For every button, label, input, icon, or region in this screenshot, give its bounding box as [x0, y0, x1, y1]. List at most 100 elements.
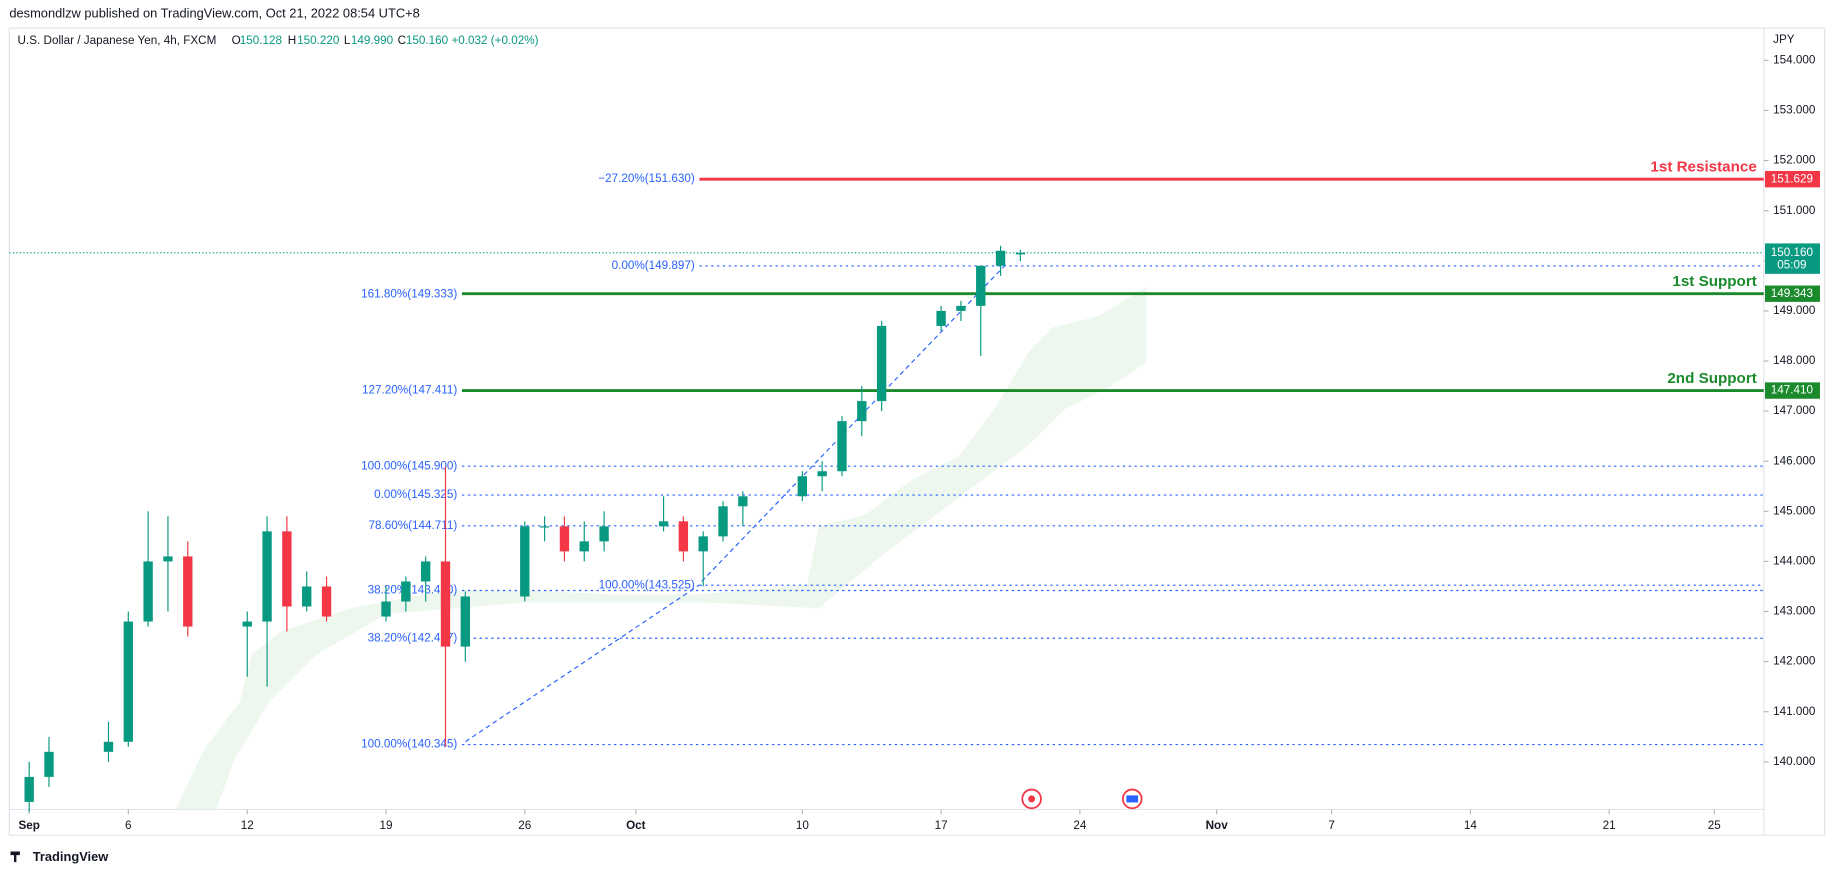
candle-body [123, 621, 133, 742]
candle-body [559, 526, 570, 552]
price-tag [1764, 285, 1820, 302]
brand: TradingView [33, 849, 110, 864]
candle-body [579, 541, 589, 552]
publisher: desmondlzw published on TradingView.com,… [9, 5, 419, 20]
current-price-tag [1764, 243, 1820, 274]
fib-label: 100.00%(143.525) [599, 578, 695, 591]
candle-body [936, 310, 946, 326]
low: 149.990 [351, 34, 394, 47]
fib-label: 78.60%(144.711) [369, 519, 458, 532]
y-tick-label: 148.000 [1773, 354, 1816, 367]
y-tick-label: 147.000 [1773, 404, 1816, 417]
candle-body [876, 325, 887, 402]
fib-label: −27.20%(151.630) [598, 172, 695, 185]
candle-body [976, 265, 986, 306]
fib-label: 0.00%(145.325) [374, 488, 457, 501]
x-tick-label: 12 [241, 819, 254, 832]
fib-trend-line [465, 584, 700, 743]
candle-body [1015, 252, 1026, 255]
c-label: C [398, 34, 406, 47]
y-tick-label: 151.000 [1773, 204, 1816, 217]
x-tick-label: 26 [518, 819, 531, 832]
candle-body [797, 476, 808, 497]
brand-logo [10, 851, 20, 863]
candle-body [599, 526, 609, 542]
price-tag [1764, 170, 1820, 188]
current-price-label: 150.160 [1771, 246, 1814, 259]
candle-body [460, 596, 470, 647]
change: +0.032 (+0.02%) [451, 34, 538, 47]
x-tick-label: 7 [1328, 819, 1335, 832]
fib-label: 38.20%(143.420) [368, 584, 458, 597]
y-tick-label: 152.000 [1773, 154, 1816, 167]
x-tick-label: 14 [1464, 819, 1478, 832]
y-tick-label: 149.000 [1773, 304, 1816, 317]
event-icon [1021, 788, 1042, 810]
h-label: H [288, 34, 296, 47]
symbol: U.S. Dollar / Japanese Yen, 4h, FXCM [18, 34, 217, 47]
y-tick-label: 141.000 [1773, 705, 1816, 718]
fib-label: 38.20%(142.467) [368, 631, 458, 644]
legend: U.S. Dollar / Japanese Yen, 4h, FXCM O 1… [18, 34, 539, 47]
candle-body [698, 536, 708, 552]
candle-body [24, 776, 34, 802]
high: 150.220 [297, 34, 340, 47]
y-tick-label: 153.000 [1773, 104, 1816, 117]
ichimoku-cloud [175, 286, 1147, 810]
close: 150.160 [406, 34, 449, 47]
price-tag [1764, 382, 1820, 399]
candle-body [995, 250, 1006, 266]
y-tick-label: 143.000 [1773, 605, 1816, 618]
event-icon [1028, 795, 1036, 803]
y-tick-label: 144.000 [1773, 555, 1816, 568]
x-tick-label: 19 [380, 819, 393, 832]
price-tag-label: 147.410 [1771, 384, 1814, 397]
x-tick-label: Oct [626, 819, 646, 832]
y-tick-label: 142.000 [1773, 655, 1816, 668]
x-tick-label: 6 [125, 819, 132, 832]
l-label: L [344, 34, 351, 47]
fib-label: 0.00%(149.897) [612, 259, 695, 272]
candle-body [440, 561, 451, 647]
price-tag-label: 151.629 [1771, 172, 1813, 185]
x-tick-label: Sep [18, 819, 39, 832]
x-tick-label: Nov [1206, 819, 1229, 832]
candle-body [143, 561, 153, 622]
x-tick-label: 25 [1708, 819, 1722, 832]
y-tick-label: 140.000 [1773, 755, 1816, 768]
candle-body [678, 521, 689, 552]
fib-label: 127.20%(147.411) [362, 384, 457, 397]
price-tag-label: 149.343 [1771, 287, 1813, 300]
candle-body [520, 526, 530, 597]
candle-body [539, 526, 550, 528]
candle-body [718, 506, 728, 537]
candle-body [837, 421, 847, 472]
x-tick-label: 21 [1603, 819, 1616, 832]
candle-body [420, 561, 431, 582]
candle-body [183, 556, 193, 627]
frame [8, 27, 1826, 836]
candle-body [381, 601, 391, 617]
candle-body [44, 751, 54, 777]
level-name: 1st Resistance [1650, 158, 1756, 175]
level-name: 2nd Support [1667, 370, 1756, 387]
currency: JPY [1773, 33, 1795, 46]
candle-body [302, 586, 312, 607]
fib-label: 100.00%(145.900) [361, 459, 457, 472]
candle-body [857, 401, 867, 422]
candle-body [817, 471, 827, 477]
candle-body [163, 556, 173, 562]
fib-label: 100.00%(140.345) [361, 738, 457, 751]
candle-body [103, 741, 114, 752]
y-tick-label: 146.000 [1773, 454, 1816, 467]
event-icon [1126, 795, 1139, 803]
fib-label: 161.80%(149.333) [361, 287, 457, 300]
x-tick-label: 17 [935, 819, 948, 832]
o-label: O [232, 34, 241, 47]
candle-body [262, 531, 272, 622]
x-tick-label: 24 [1073, 819, 1087, 832]
candle-body [956, 305, 966, 311]
y-tick-label: 154.000 [1773, 53, 1816, 66]
